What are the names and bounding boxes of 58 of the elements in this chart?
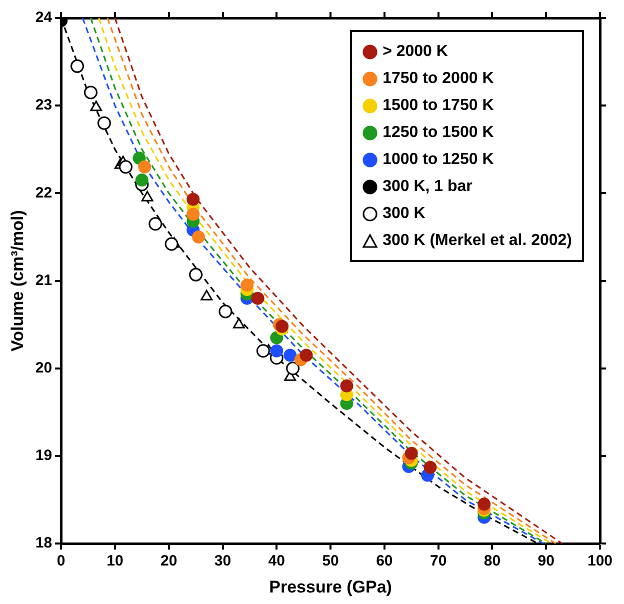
legend-label: 1000 to 1250 K	[382, 150, 494, 168]
point	[232, 318, 245, 328]
point	[276, 320, 289, 333]
point	[478, 498, 491, 511]
y-axis-title: Volume (cm³/mol)	[8, 210, 27, 352]
point	[240, 278, 254, 292]
point	[218, 304, 232, 318]
point	[132, 152, 146, 165]
x-tick-label: 30	[214, 552, 232, 570]
point	[200, 290, 213, 300]
point	[189, 268, 203, 282]
legend-label: 300 K, 1 bar	[382, 178, 472, 196]
x-tick-label: 10	[106, 552, 124, 570]
legend-label: 300 K	[382, 204, 426, 222]
legend-label: > 2000 K	[382, 42, 448, 60]
x-tick-label: 20	[160, 552, 178, 570]
x-tick-label: 0	[56, 552, 66, 570]
point	[186, 208, 200, 221]
x-axis-title: Pressure (GPa)	[269, 577, 392, 596]
point	[256, 344, 270, 358]
point	[141, 190, 154, 202]
y-tick-label: 24	[35, 9, 53, 26]
point	[300, 348, 313, 362]
point	[119, 160, 133, 174]
y-tick-label: 22	[35, 184, 52, 202]
point	[84, 86, 98, 100]
x-tick-label: 80	[484, 552, 501, 570]
y-tick-label: 18	[35, 534, 52, 552]
legend-label: 1250 to 1500 K	[382, 124, 494, 142]
x-tick-label: 90	[538, 552, 554, 570]
point	[90, 100, 102, 112]
point	[284, 348, 297, 362]
y-tick-label: 21	[35, 272, 52, 289]
point	[186, 192, 200, 206]
point	[135, 174, 148, 187]
point	[251, 292, 264, 305]
point	[286, 362, 300, 376]
point	[164, 237, 178, 251]
x-tick-label: 50	[322, 552, 339, 570]
point	[270, 344, 284, 358]
legend-label: 300 K (Merkel et al. 2002)	[382, 232, 572, 250]
point	[340, 379, 354, 392]
point	[424, 460, 437, 474]
point	[138, 160, 152, 174]
point	[148, 217, 162, 231]
legend-label: 1500 to 1750 K	[382, 96, 494, 114]
point	[70, 59, 84, 73]
x-tick-label: 70	[430, 552, 447, 570]
y-tick-label: 20	[35, 360, 52, 377]
y-tick-label: 23	[35, 96, 52, 114]
x-tick-label: 60	[376, 552, 393, 570]
point	[192, 230, 206, 244]
point	[404, 446, 418, 460]
x-tick-label: 100	[587, 552, 613, 570]
legend-label: 1750 to 2000 K	[382, 70, 494, 88]
point	[97, 116, 111, 130]
y-tick-label: 19	[35, 447, 52, 464]
x-tick-label: 40	[268, 552, 285, 570]
